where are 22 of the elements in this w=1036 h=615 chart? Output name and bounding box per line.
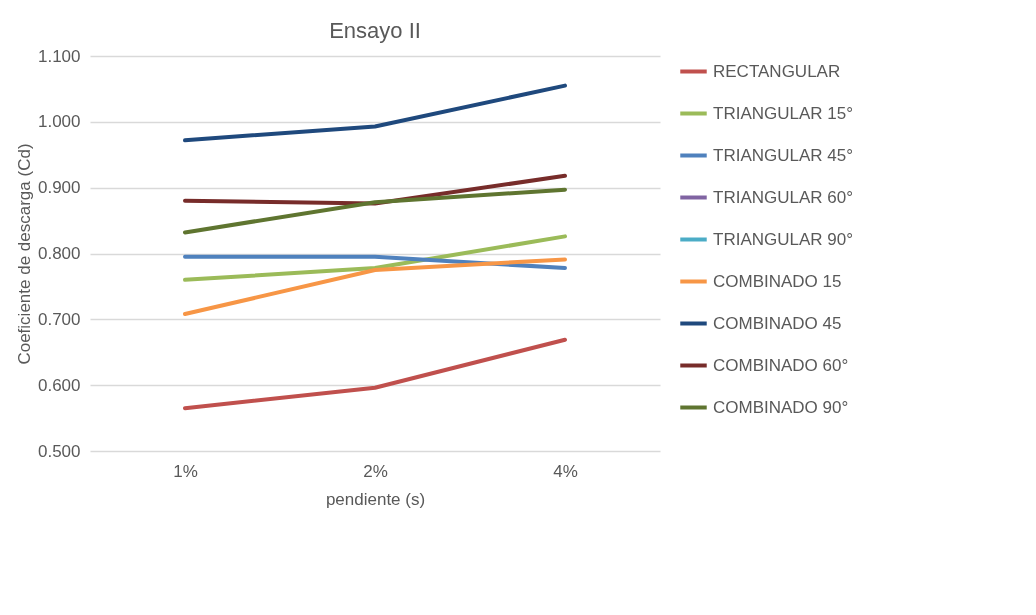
x-tick-label: 4% xyxy=(553,461,578,481)
y-tick-label: 1.000 xyxy=(37,112,81,132)
legend-label: COMBINADO 60° xyxy=(713,355,849,375)
x-tick-label: 2% xyxy=(363,461,388,481)
legend-label: COMBINADO 90° xyxy=(713,397,849,417)
y-axis-title: Coeficiente de descarga (Cd) xyxy=(14,143,34,365)
legend-label: TRIANGULAR 90° xyxy=(713,229,854,249)
y-tick-label: 0.500 xyxy=(37,441,81,461)
y-tick-label: 0.900 xyxy=(37,178,81,198)
legend-label: TRIANGULAR 60° xyxy=(713,187,854,207)
y-tick-label: 0.800 xyxy=(37,244,81,263)
y-tick-label: 0.700 xyxy=(37,309,81,329)
x-tick-label: 1% xyxy=(173,461,198,481)
chart-title: Ensayo II xyxy=(329,18,421,43)
legend-label: TRIANGULAR 45° xyxy=(713,145,854,165)
y-tick-label: 1.100 xyxy=(37,46,81,66)
legend-label: COMBINADO 45 xyxy=(713,313,842,333)
y-tick-label: 0.600 xyxy=(37,375,81,395)
legend-label: TRIANGULAR 15° xyxy=(713,103,854,123)
legend-label: COMBINADO 15 xyxy=(713,271,842,291)
legend-label: RECTANGULAR xyxy=(713,61,841,81)
x-axis-title: pendiente (s) xyxy=(325,489,426,509)
